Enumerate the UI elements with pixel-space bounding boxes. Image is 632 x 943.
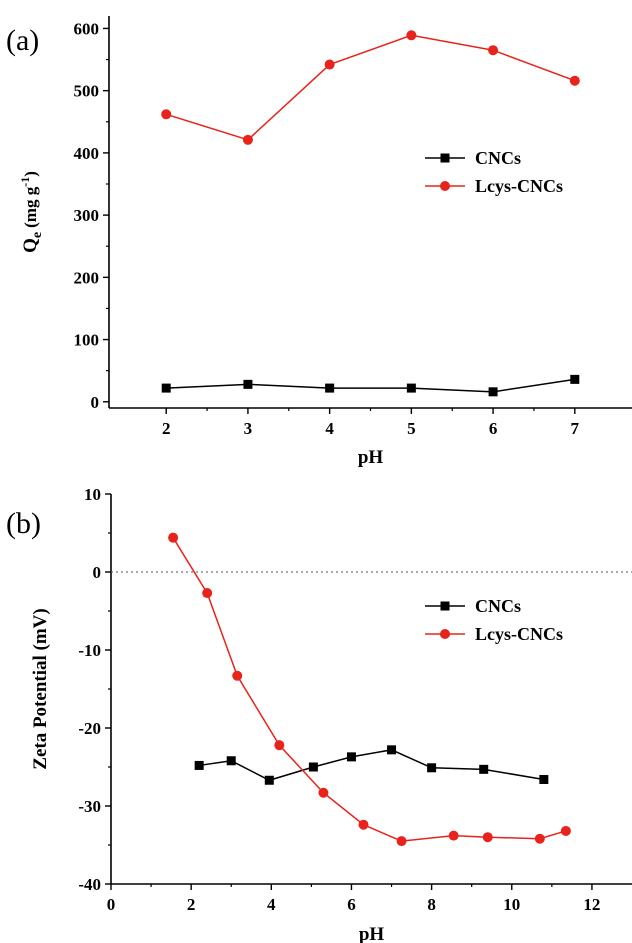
y-axis-title: Qe (mg g-1) (18, 171, 45, 253)
data-point (243, 379, 253, 389)
series-cncs (161, 374, 580, 397)
legend-marker (440, 629, 450, 639)
data-point (226, 756, 236, 766)
chart-panel-b: 0 2 4 6 8 10 12 -40 -30 -20 -10 0 10 (b) pH Zeta Potent… (6, 485, 632, 943)
y-tick-label: 300 (74, 206, 100, 225)
data-point (325, 383, 335, 393)
y-title-close: ) (21, 171, 40, 177)
data-point (560, 825, 571, 836)
series-line (172, 537, 567, 842)
x-tick-label: 0 (107, 895, 116, 914)
series-lcys-cncs (168, 532, 571, 847)
x-tick-label: 10 (503, 895, 520, 914)
legend-label: Lcys-CNCs (475, 624, 563, 644)
data-point (448, 830, 459, 841)
y-tick-label: 0 (93, 563, 102, 582)
data-point (488, 387, 498, 397)
data-point (569, 75, 580, 86)
y-tick-label: -20 (78, 719, 101, 738)
series-line (165, 34, 576, 141)
data-point (387, 745, 397, 755)
legend-entry-cncs: CNCs (425, 148, 521, 168)
data-point (318, 787, 329, 798)
data-point (308, 762, 318, 772)
legend-label: Lcys-CNCs (475, 176, 563, 196)
y-axis-title: Zeta Potential (mV) (30, 608, 51, 769)
x-tick-label: 8 (427, 895, 436, 914)
y-tick-label: -40 (78, 875, 101, 894)
x-axis-title: pH (359, 924, 385, 943)
y-title-superscript: -1 (18, 177, 32, 187)
data-point (202, 588, 213, 599)
legend-entry-lcys-cncs: Lcys-CNCs (425, 176, 563, 196)
legend-entry-cncs: CNCs (425, 596, 521, 616)
x-tick-label: 5 (407, 419, 416, 438)
data-point (534, 833, 545, 844)
x-tick-label: 4 (325, 419, 334, 438)
y-tick-label: -10 (78, 641, 101, 660)
data-point (482, 832, 493, 843)
series-line (166, 378, 575, 393)
data-point (406, 30, 417, 41)
y-tick-label: 400 (74, 144, 100, 163)
x-tick-label: 4 (267, 895, 276, 914)
y-tick-label: 500 (74, 82, 100, 101)
legend-marker (440, 181, 450, 191)
data-point (479, 764, 489, 774)
y-title-unit: (mg g (21, 186, 40, 228)
data-point (242, 134, 253, 145)
panel-label: (a) (6, 24, 39, 57)
legend-marker (440, 153, 450, 163)
data-point (570, 374, 580, 384)
data-point (168, 532, 179, 543)
y-title-main: Q (20, 238, 41, 253)
data-point (324, 59, 335, 70)
data-point (232, 670, 243, 681)
y-tick-label: 100 (74, 331, 100, 350)
panel-label: (b) (6, 507, 41, 540)
y-title-subscript: e (30, 232, 45, 238)
x-tick-label: 6 (347, 895, 356, 914)
y-tick-label: -30 (78, 797, 101, 816)
data-point (161, 383, 171, 393)
x-tick-label: 12 (583, 895, 600, 914)
data-point (358, 819, 369, 830)
x-tick-label: 3 (244, 419, 253, 438)
legend-marker (440, 601, 450, 611)
series-cncs (194, 745, 549, 785)
data-point (346, 752, 356, 762)
x-tick-label: 6 (489, 419, 498, 438)
y-tick-label: 200 (74, 268, 100, 287)
data-point (488, 45, 499, 56)
data-point (194, 760, 204, 770)
series-line (199, 749, 544, 782)
x-tick-label: 2 (162, 419, 171, 438)
data-point (161, 109, 172, 120)
series-lcys-cncs (161, 30, 580, 145)
data-point (406, 383, 416, 393)
data-point (274, 740, 285, 751)
y-tick-label: 600 (74, 19, 100, 38)
x-tick-label: 2 (187, 895, 196, 914)
y-tick-label: 0 (91, 393, 100, 412)
data-point (264, 775, 274, 785)
legend-entry-lcys-cncs: Lcys-CNCs (425, 624, 563, 644)
legend-label: CNCs (475, 148, 521, 168)
data-point (396, 836, 407, 847)
x-tick-label: 7 (571, 419, 580, 438)
data-point (539, 774, 549, 784)
x-axis-title: pH (358, 447, 384, 468)
chart-panel-a: 2 3 4 5 6 7 0 100 200 300 400 500 600 (a) pH Qe (mg g-1)… (6, 16, 632, 468)
legend-label: CNCs (475, 596, 521, 616)
data-point (427, 763, 437, 773)
y-tick-label: 10 (84, 485, 101, 504)
